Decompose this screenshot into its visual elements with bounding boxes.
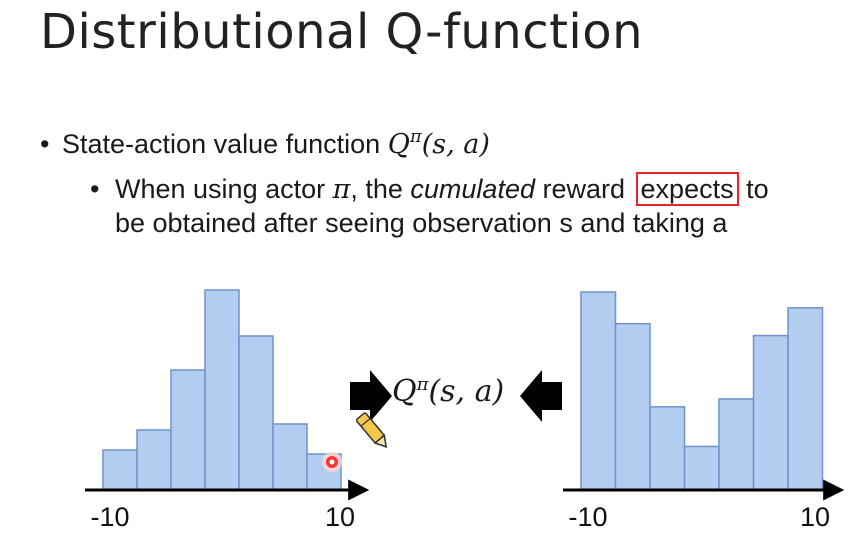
bullet2-post: reward [534,174,633,204]
bullet2-italic: cumulated [410,174,535,204]
histogram-bar [204,289,240,491]
histogram-bar [580,291,617,491]
bullet2-tail: to [738,174,769,204]
histogram-bar [649,406,686,491]
x-axis-start-label: -10 [90,502,129,532]
bullet2-line2: be obtained after seeing observation s a… [115,208,728,238]
bullet1-math: Qπ(s, a) [387,126,490,160]
bullet2-mid: , the [350,174,411,204]
histogram-bar [683,445,720,491]
center-q-label: Qπ(s, a) [392,374,505,409]
histogram-bar [718,398,755,491]
histogram-bar [614,322,651,491]
laser-pointer-icon [322,452,342,472]
histogram-bar [238,335,274,491]
highlight-expects: expects [635,172,739,206]
histogram-bar [752,334,789,491]
left-histogram: -10 10 [85,289,370,532]
bullet1-text: State-action value function [62,129,388,159]
bullet-actor-reward: • When using actor π, the cumulated rewar… [90,172,769,206]
histogram-bar [272,423,308,491]
slide-title: Distributional Q-function [40,4,644,60]
arrow-right-icon [350,370,392,422]
bullet-state-action: • State-action value function Qπ(s, a) [40,126,490,160]
x-axis-end-label: 10 [800,502,830,532]
right-histogram: -10 10 [563,291,845,532]
pen-cursor-icon [355,412,388,448]
histogram-bar [170,369,206,491]
histogram-bar [787,307,824,491]
histogram-bar [136,429,172,491]
histogram-bar [102,449,138,491]
bullet-dot: • [90,174,100,204]
x-axis-start-label: -10 [568,502,607,532]
pi-symbol: π [332,174,351,205]
arrow-left-icon [520,370,562,422]
bullet-dot: • [40,129,50,159]
bullet2-pre: When using actor [115,174,333,204]
x-axis-end-label: 10 [325,502,355,532]
